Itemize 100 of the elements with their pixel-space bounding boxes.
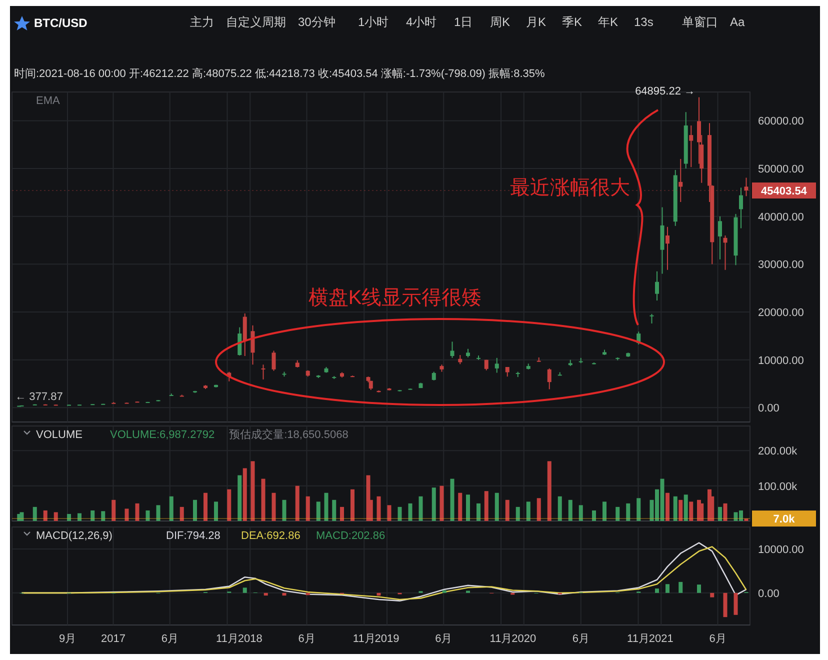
- bar: [494, 492, 499, 521]
- annotation: ← 377.87: [15, 390, 63, 403]
- y-tick-label: 60000.00: [758, 116, 804, 128]
- bar: [135, 503, 140, 521]
- bar: [673, 496, 678, 521]
- bar: [112, 500, 116, 521]
- candlestick: [272, 350, 276, 372]
- bar: [484, 491, 488, 521]
- x-tick-label: 2019: [374, 633, 400, 645]
- text: BTC/USD: [34, 16, 88, 30]
- ref-line-label: 7.0k: [773, 514, 796, 526]
- candlestick: [238, 326, 242, 356]
- x-tick-label: 11月: [216, 633, 238, 645]
- bar: [666, 584, 670, 593]
- bar: [723, 503, 728, 521]
- annotation: 最近涨幅很大: [510, 177, 630, 199]
- x-tick-label: 2020: [512, 633, 536, 645]
- candlestick: [666, 226, 670, 270]
- candlestick: [261, 364, 266, 380]
- bar: [536, 498, 541, 521]
- text: 1日: [454, 15, 473, 29]
- bar: [578, 505, 583, 521]
- text: 时间:2021-08-16 00:00 开:46212.22 高:48075.22 低:44218.73 收:45403.54 涨幅:-1.73%(-798.09) 振幅:8.35%: [14, 67, 545, 80]
- text: 30分钟: [298, 15, 336, 29]
- candlestick: [494, 357, 499, 374]
- x-tick-label: 6月: [709, 633, 726, 645]
- bar: [440, 486, 444, 521]
- bar: [700, 503, 704, 521]
- bar: [282, 500, 286, 521]
- x-tick-label: 6月: [161, 633, 178, 645]
- candlestick: [250, 324, 255, 366]
- x-tick-label: 11月: [490, 633, 512, 645]
- candlestick: [718, 216, 722, 260]
- x-tick-label: 2018: [238, 633, 262, 645]
- y-tick-label: 10000.00: [758, 354, 804, 367]
- bar: [718, 506, 722, 521]
- text: DEA:692.86: [241, 530, 300, 542]
- bar: [516, 506, 520, 521]
- text: DIF:794.28: [166, 530, 220, 542]
- x-tick-label: 11月: [627, 633, 650, 645]
- bar: [227, 489, 232, 521]
- bar: [442, 590, 446, 593]
- bar: [678, 582, 683, 593]
- bar: [418, 496, 423, 521]
- text: 主力: [190, 15, 214, 29]
- bar: [697, 584, 701, 593]
- y-tick-label: 40000.00: [758, 211, 804, 224]
- bar: [666, 492, 670, 521]
- y-tick-label: 10000.00: [758, 544, 804, 556]
- bar: [238, 475, 242, 521]
- bar: [689, 502, 694, 521]
- x-tick-label: 2021: [648, 633, 674, 645]
- bar: [250, 461, 255, 521]
- bar: [398, 506, 402, 521]
- candlestick: [650, 313, 654, 324]
- candlestick: [744, 177, 748, 197]
- bar: [90, 510, 95, 521]
- bar: [43, 510, 48, 521]
- bar: [476, 503, 480, 521]
- x-tick-label: 6月: [572, 633, 590, 645]
- x-tick-label: 2017: [101, 633, 126, 645]
- y-tick-label: 50000.00: [758, 164, 804, 176]
- annotation: 预估成交量:18,650.5068: [229, 428, 348, 441]
- bar: [282, 592, 286, 596]
- bar: [678, 500, 683, 521]
- x-tick-label: 9月: [58, 633, 76, 645]
- bar: [408, 503, 412, 521]
- bar: [450, 478, 454, 521]
- candlestick: [739, 187, 743, 229]
- bar: [124, 508, 129, 521]
- bar: [242, 468, 247, 521]
- text: 单窗口: [682, 15, 718, 29]
- bar: [32, 506, 37, 521]
- bar: [734, 592, 738, 615]
- candlestick: [450, 341, 454, 358]
- text: Aa: [730, 15, 746, 29]
- annotation: EMA: [36, 95, 60, 107]
- bar: [264, 592, 268, 596]
- candlestick: [655, 270, 659, 302]
- x-tick-label: 6月: [298, 633, 316, 645]
- bar: [295, 486, 300, 521]
- x-tick-label: 11月: [352, 633, 376, 645]
- ref-line-label: 45403.54: [761, 186, 808, 198]
- bar: [602, 502, 606, 521]
- bar: [332, 500, 336, 521]
- bar: [306, 496, 310, 521]
- candlestick: [242, 312, 247, 356]
- candlestick: [689, 124, 694, 168]
- candlestick: [505, 366, 510, 378]
- bar: [180, 506, 184, 521]
- bar: [526, 502, 530, 521]
- bar: [20, 512, 24, 521]
- chart-title: MACD(12,26,9): [36, 530, 112, 542]
- y-tick-label: 100.00k: [758, 480, 798, 493]
- annotation: 64895.22 →: [635, 85, 695, 98]
- bar: [350, 489, 354, 521]
- bar: [547, 461, 552, 521]
- bar: [558, 496, 562, 521]
- bar: [204, 492, 208, 521]
- bar: [261, 478, 266, 521]
